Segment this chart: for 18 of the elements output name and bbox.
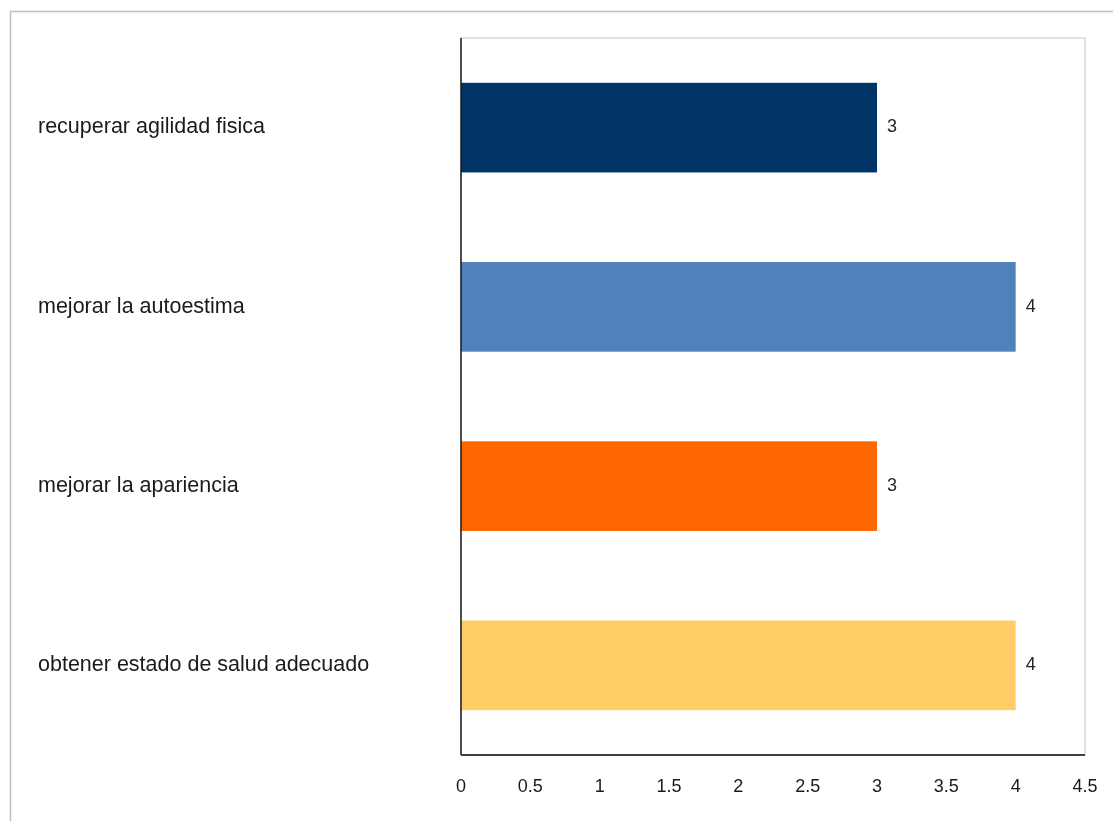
x-tick-label: 3.5 [933, 775, 959, 796]
data-label: 4 [1025, 654, 1036, 675]
x-tick-label: 1 [594, 775, 605, 796]
data-label: 4 [1025, 295, 1036, 316]
data-label: 3 [887, 116, 898, 137]
x-tick-label: 2 [733, 775, 744, 796]
x-tick-label: 0 [455, 775, 467, 796]
y-tick-label: obtener estado de salud adecuado [38, 652, 370, 677]
x-tick-label: 2.5 [795, 775, 821, 796]
x-tick-label: 4 [1010, 775, 1021, 796]
x-tick-label: 3 [871, 775, 883, 796]
x-tick-label: 4.5 [1072, 775, 1098, 796]
y-tick-label: mejorar la apariencia [38, 472, 239, 497]
x-tick-label: 0.5 [517, 775, 543, 796]
y-tick-label: mejorar la autoestima [38, 293, 245, 318]
y-tick-label: recuperar agilidad fisica [38, 114, 266, 139]
x-tick-label: 1.5 [656, 775, 682, 796]
data-label: 3 [887, 474, 898, 495]
